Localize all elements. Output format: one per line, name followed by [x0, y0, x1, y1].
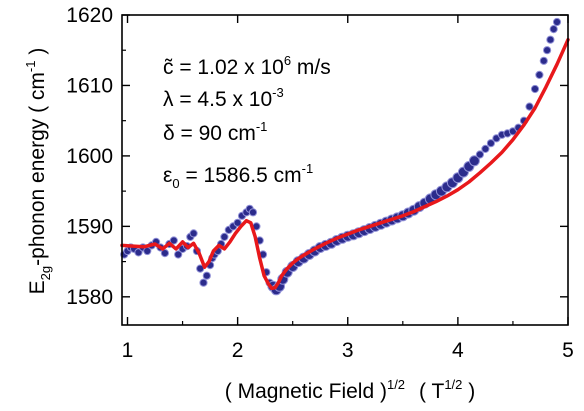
data-point [539, 56, 548, 65]
data-point [202, 271, 211, 280]
data-point [486, 139, 495, 148]
annotation-line-4: ε0 = 1586.5 cm-1 [163, 161, 313, 191]
data-point [525, 102, 534, 111]
data-point [189, 229, 198, 238]
data-point [169, 236, 178, 245]
plot-frame [121, 14, 569, 326]
axis-ticks [122, 14, 569, 325]
y-tick-label: 1580 [66, 286, 113, 309]
y-tick-label: 1610 [66, 74, 113, 97]
data-point [199, 278, 208, 287]
y-tick-label: 1590 [66, 215, 113, 238]
x-tick-label: 2 [232, 339, 244, 362]
data-point [530, 84, 540, 94]
x-tick-label: 4 [452, 339, 464, 362]
x-tick-label: 5 [562, 339, 574, 362]
data-point [549, 25, 558, 34]
data-point [543, 46, 552, 55]
fit-line [120, 37, 570, 291]
x-tick-label: 1 [122, 339, 134, 362]
data-point [475, 150, 484, 159]
fit-parameters: c̃ = 1.02 x 106 m/s λ = 4.5 x 10-3 δ = 9… [163, 53, 331, 191]
data-point [481, 144, 490, 153]
annotation-line-3: δ = 90 cm-1 [163, 119, 267, 145]
data-point [160, 249, 169, 258]
data-point [552, 17, 562, 27]
x-axis-title: ( Magnetic Field )1/2( T1/2 ) [225, 377, 475, 403]
data-point [174, 250, 183, 259]
y-axis-title: E2g-phonon energy ( cm-1 ) [23, 48, 53, 295]
y-tick-label: 1600 [66, 145, 113, 168]
data-point [546, 35, 555, 44]
data-point [220, 232, 229, 241]
y-tick-label: 1620 [66, 4, 113, 27]
x-tick-label: 3 [342, 339, 354, 362]
data-point [468, 155, 480, 167]
data-point [535, 70, 544, 80]
data-point [233, 218, 242, 227]
annotation-line-2: λ = 4.5 x 10-3 [163, 85, 284, 111]
annotation-line-1: c̃ = 1.02 x 106 m/s [163, 53, 331, 79]
data-point [248, 208, 258, 217]
